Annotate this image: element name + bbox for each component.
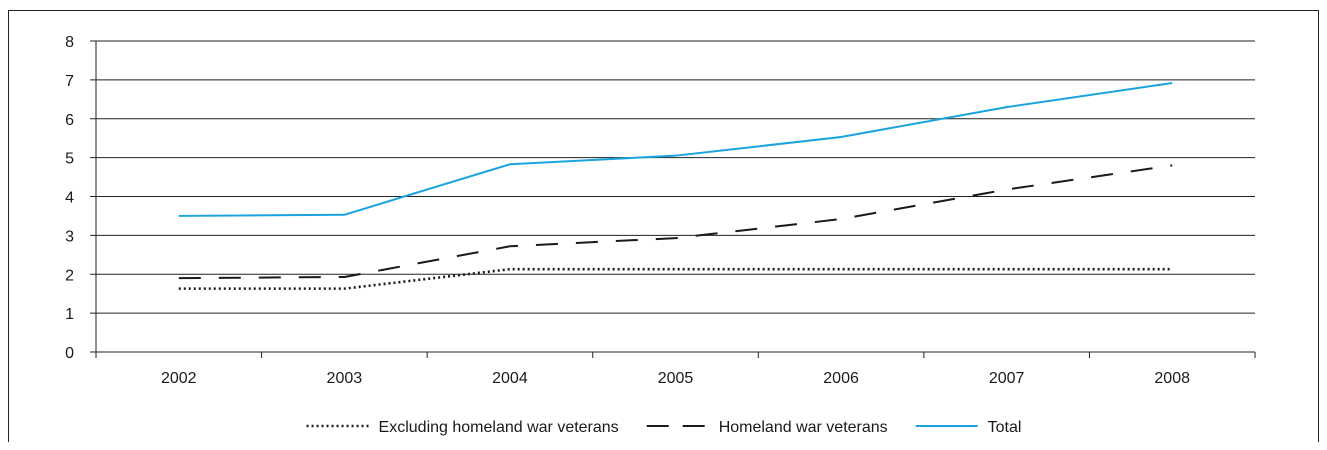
- legend-label: Homeland war veterans: [719, 419, 888, 436]
- legend-item: Excluding homeland war veterans: [306, 419, 619, 436]
- x-tick-label: 2007: [989, 370, 1025, 387]
- legend-item: Homeland war veterans: [646, 419, 888, 436]
- y-tick-label: 2: [65, 267, 74, 284]
- x-tick-label: 2005: [658, 370, 694, 387]
- y-tick-label: 8: [65, 34, 74, 51]
- series-line-homeland-war-veterans: [178, 164, 1173, 280]
- x-tick-label: 2006: [823, 370, 859, 387]
- y-tick-label: 6: [65, 112, 74, 129]
- x-tick-label: 2004: [492, 370, 528, 387]
- y-tick-label: 3: [65, 228, 74, 245]
- y-tick-label: 4: [65, 190, 74, 207]
- x-tick-label: 2008: [1154, 370, 1190, 387]
- series-lines: [178, 81, 1173, 290]
- y-tick-label: 1: [65, 306, 74, 323]
- legend: Excluding homeland war veterans Homeland …: [306, 419, 1022, 436]
- chart-frame: [8, 10, 1319, 442]
- legend-label: Total: [988, 419, 1022, 436]
- y-tick-label: 0: [65, 345, 74, 362]
- series-line-total: [178, 81, 1173, 217]
- axes: 0 1 2 3 4 5 6 7 8 2002 2003 2004 2005 2006 2007 2008: [65, 34, 1256, 387]
- y-tick-label: 5: [65, 151, 74, 168]
- x-tick-label: 2003: [327, 370, 363, 387]
- y-tick-label: 7: [65, 73, 74, 90]
- x-tick-label: 2002: [161, 370, 197, 387]
- gridlines: [96, 40, 1255, 353]
- series-line-excluding-homeland-war-veterans: [178, 267, 1173, 290]
- legend-item: Total: [915, 419, 1022, 436]
- legend-label: Excluding homeland war veterans: [379, 419, 619, 436]
